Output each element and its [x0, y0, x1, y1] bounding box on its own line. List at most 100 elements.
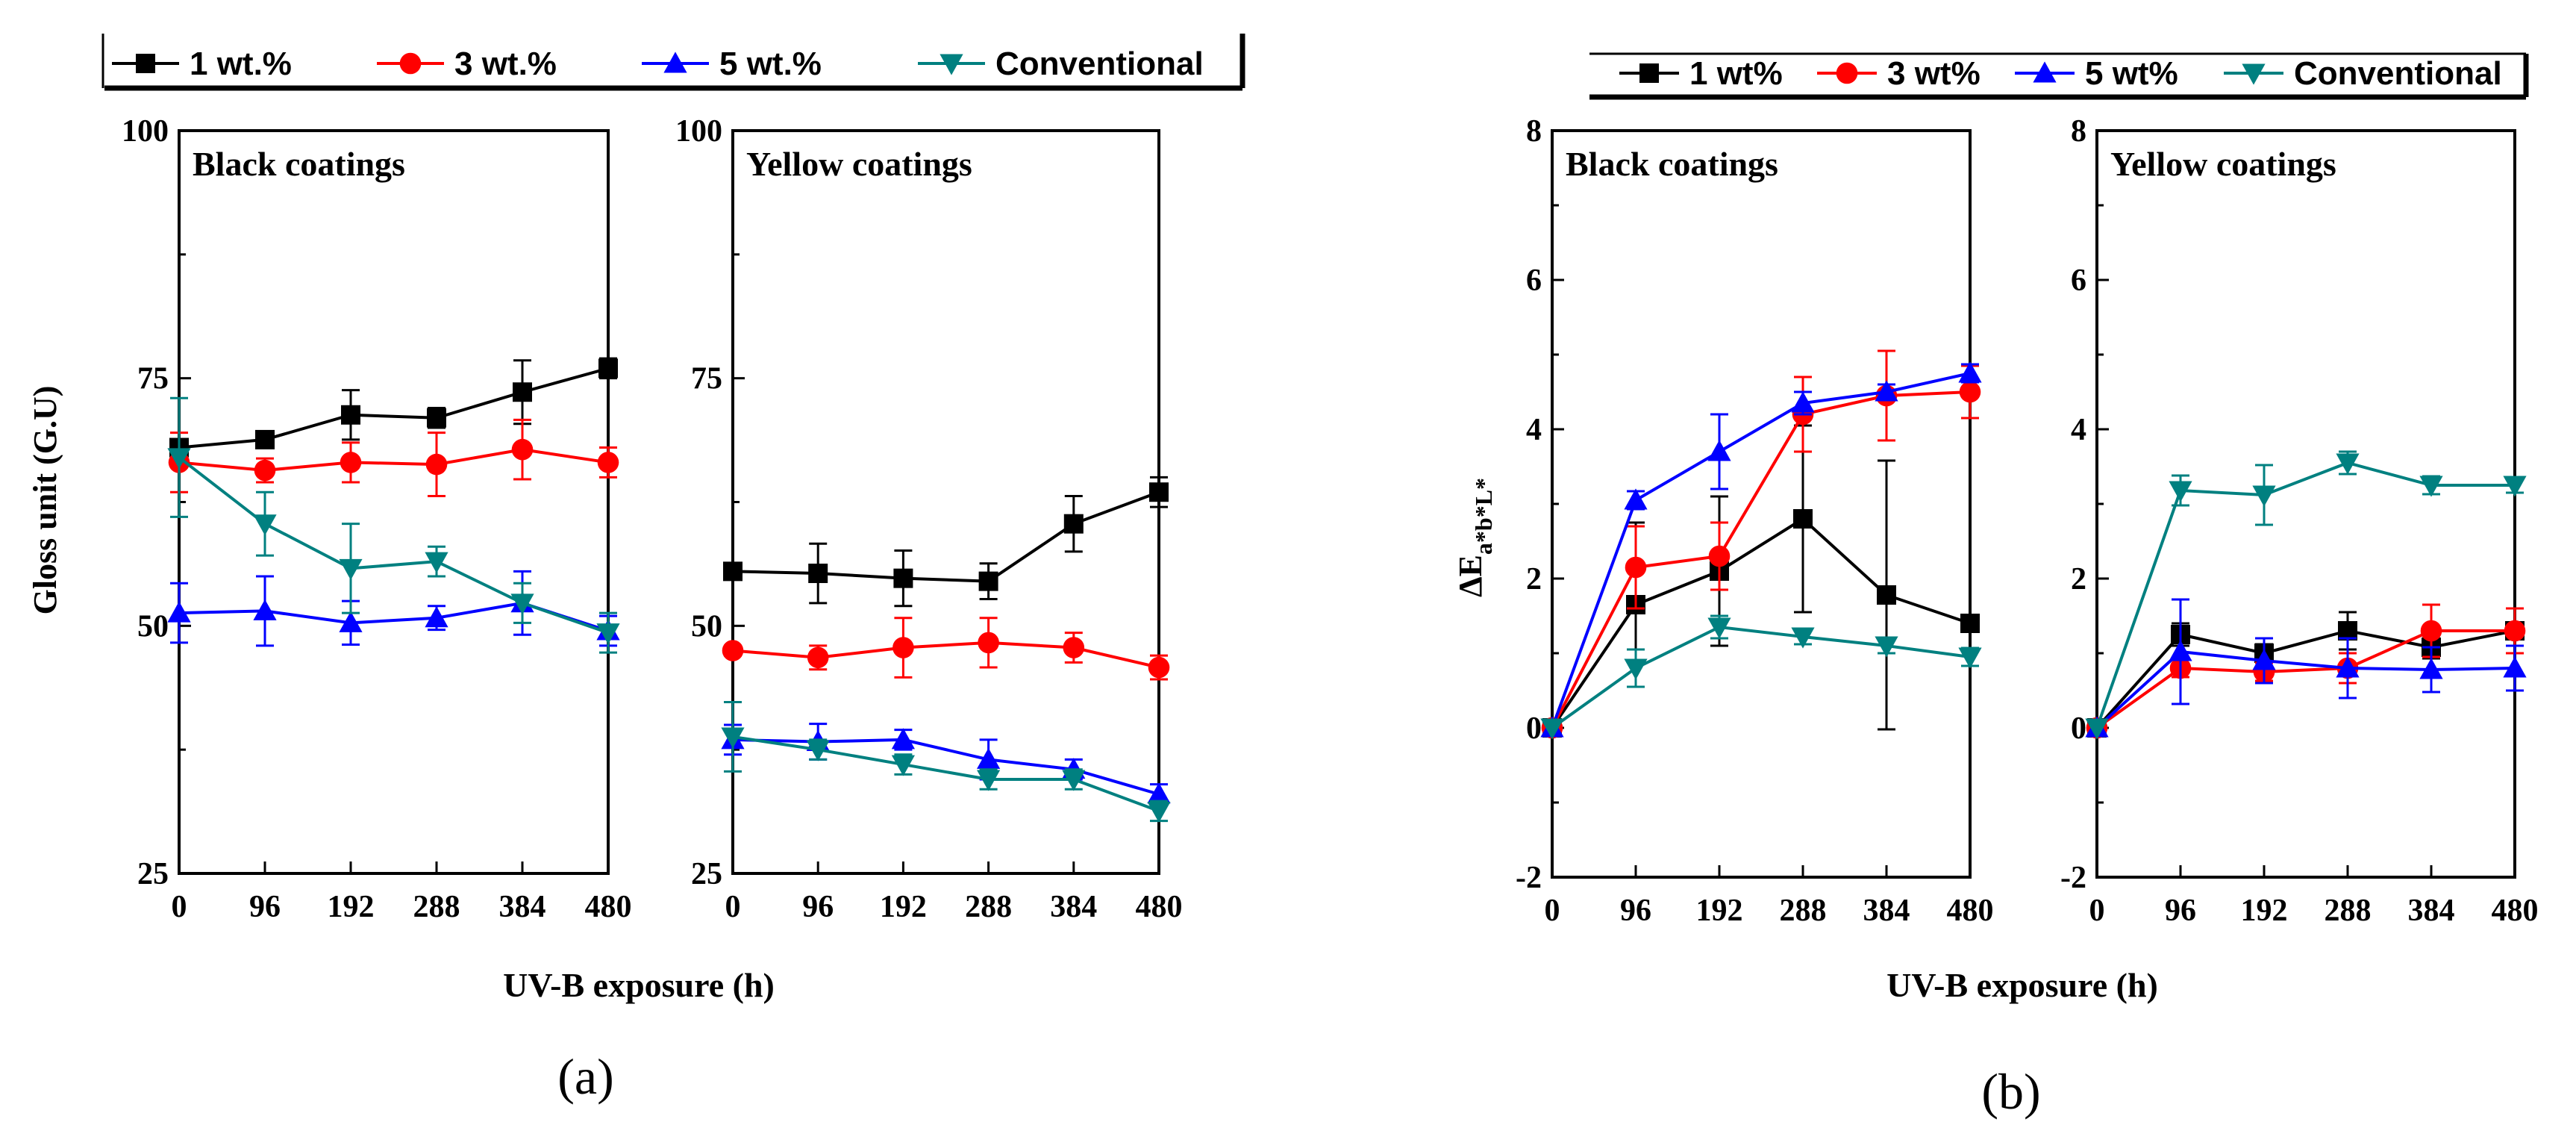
legend-b: 1 wt% 3 wt% 5 wt% Conventional: [1589, 52, 2529, 100]
data-point: [255, 429, 275, 449]
x-tick-label: 288: [965, 890, 1012, 924]
series-line: [178, 456, 609, 635]
y-tick-label: 100: [675, 114, 722, 149]
data-point: [1624, 658, 1648, 680]
plot-black-gloss: 0 96 192 288 384 480 25 50 75 100 Black coatings: [122, 114, 632, 924]
legend-label: 3 wt.%: [454, 46, 557, 82]
data-point: [1540, 718, 1564, 740]
data-point: [2169, 481, 2192, 502]
data-point: [597, 452, 619, 473]
series-3-wt-: [168, 418, 619, 498]
x-axis-title-b: UV-B exposure (h): [1886, 966, 2158, 1004]
y-tick-label: 25: [691, 857, 722, 891]
y-tick-label: -2: [2060, 861, 2086, 895]
y-tick-label: 6: [2071, 264, 2086, 298]
y-tick-label: 2: [1526, 562, 1542, 596]
plot-yellow-gloss: 0 96 192 288 384 480 25 50 75 100 Yellow coatings: [675, 114, 1183, 924]
legend-label: Conventional: [995, 46, 1204, 82]
data-point: [1147, 782, 1171, 804]
plot-title: Yellow coatings: [746, 145, 972, 183]
y-tick-label: -2: [1516, 861, 1542, 895]
data-point: [1148, 656, 1170, 679]
series-line: [732, 738, 1160, 796]
data-point: [891, 755, 915, 776]
data-point: [1708, 545, 1731, 567]
legend-item: 5 wt.%: [642, 46, 822, 82]
y-tick-label: 50: [137, 609, 169, 644]
data-point: [721, 727, 745, 749]
legend-label: 5 wt.%: [719, 46, 822, 82]
data-point: [2336, 453, 2360, 475]
data-point: [1707, 617, 1731, 639]
y-axis-title-subscript: a*b*L*: [1470, 478, 1497, 555]
data-point: [510, 593, 534, 615]
x-tick-label: 96: [802, 890, 834, 924]
data-point: [722, 640, 744, 661]
series-5-wt-: [721, 723, 1171, 806]
data-point: [2169, 640, 2192, 661]
data-point: [339, 611, 363, 632]
data-point: [978, 632, 999, 654]
legend-marker: [663, 52, 687, 73]
x-tick-label: 0: [2089, 894, 2105, 928]
data-point: [2420, 620, 2442, 642]
plot-frame: [178, 129, 610, 875]
data-point: [1875, 636, 1898, 658]
data-point: [167, 448, 191, 470]
series-line: [732, 490, 1160, 583]
y-tick-label: 8: [1526, 114, 1542, 149]
panel-label-a: (a): [557, 1048, 613, 1105]
legend-item: 1 wt.%: [112, 46, 292, 82]
data-point: [2419, 658, 2443, 679]
data-point: [511, 438, 534, 461]
series-line: [1551, 517, 1971, 729]
x-tick-label: 480: [1947, 894, 1994, 928]
legend-marker: [2242, 63, 2266, 85]
series-5-wt-: [1540, 361, 1982, 738]
data-point: [977, 770, 1001, 791]
series-1-wt-: [723, 476, 1169, 608]
x-tick-label: 384: [1863, 894, 1910, 928]
x-tick-label: 480: [1136, 890, 1183, 924]
y-axis-title-main: ΔE: [1452, 555, 1489, 597]
legend-item: 3 wt%: [1817, 55, 1981, 92]
data-point: [425, 606, 448, 628]
y-tick-label: 75: [137, 362, 169, 396]
plot-title: Black coatings: [193, 145, 405, 183]
x-tick-label: 288: [2325, 894, 2372, 928]
legend-label: 1 wt.%: [190, 46, 292, 82]
data-point: [1149, 482, 1169, 502]
data-point: [2419, 476, 2443, 497]
series-1-wt-: [1542, 424, 1980, 738]
series-line: [1551, 372, 1971, 729]
x-tick-label: 480: [2492, 894, 2539, 928]
data-point: [1958, 361, 1982, 383]
data-point: [253, 599, 277, 620]
legend-item: 1 wt%: [1619, 55, 1783, 92]
data-point: [167, 601, 191, 623]
x-axis-title-a: UV-B exposure (h): [503, 966, 775, 1004]
legend-marker: [1639, 63, 1659, 83]
data-point: [977, 747, 1001, 769]
data-point: [978, 571, 998, 591]
y-tick-label: 100: [122, 114, 169, 149]
legend-item: Conventional: [2224, 55, 2502, 92]
data-point: [1960, 614, 1980, 633]
plot-frame: [1551, 129, 1972, 879]
x-tick-label: 480: [585, 890, 632, 924]
data-point: [2252, 485, 2276, 507]
x-tick-label: 192: [328, 890, 375, 924]
data-point: [2504, 620, 2526, 642]
series-line: [2095, 629, 2515, 729]
y-tick-label: 0: [1526, 711, 1542, 746]
y-tick-label: 50: [691, 609, 722, 644]
legend-marker: [1836, 62, 1858, 84]
data-point: [1875, 380, 1898, 402]
legend-marker: [136, 54, 155, 73]
plot-frame: [2095, 129, 2516, 879]
x-tick-label: 0: [1545, 894, 1560, 928]
data-point: [596, 623, 620, 645]
data-point: [891, 728, 915, 750]
legend-label: 3 wt%: [1887, 55, 1981, 92]
series-line: [2095, 649, 2516, 729]
